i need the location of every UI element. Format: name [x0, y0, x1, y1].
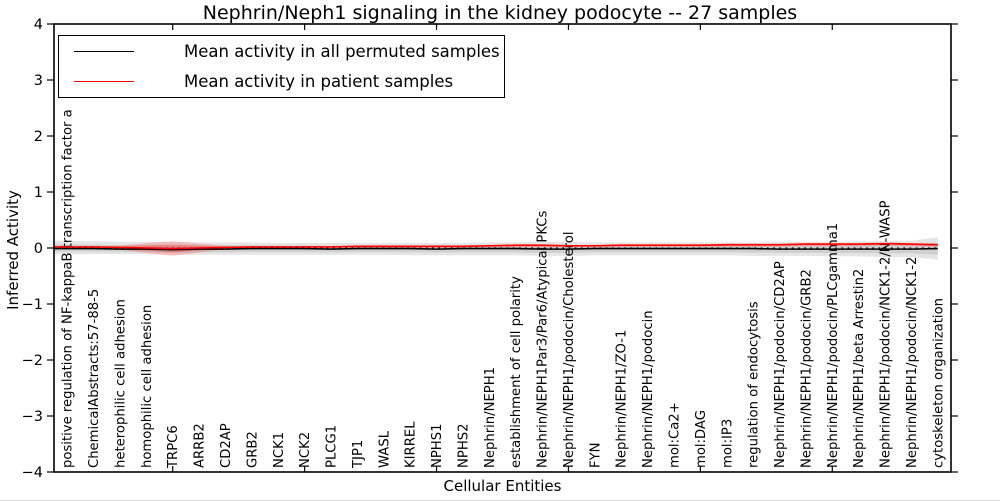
- x-category-label: WASL: [377, 430, 392, 468]
- x-axis-label: Cellular Entities: [443, 477, 562, 495]
- x-category-label: Nephrin/NEPH1/beta Arrestin2: [852, 269, 867, 468]
- legend-item-patient: Mean activity in patient samples: [59, 67, 504, 97]
- x-category-label: Nephrin/NEPH1/podocin/PLCgamma1: [826, 223, 841, 468]
- x-category-label: mol:DAG: [694, 410, 709, 468]
- x-category-label: PLCG1: [325, 425, 340, 468]
- y-axis-label: Inferred Activity: [4, 190, 22, 310]
- x-category-label: FYN: [588, 442, 603, 468]
- legend-label: Mean activity in patient samples: [184, 72, 454, 92]
- legend-label: Mean activity in all permuted samples: [184, 41, 500, 61]
- x-category-label: NCK2: [298, 432, 313, 468]
- x-category-label: ChemicalAbstracts:57-88-5: [87, 289, 102, 468]
- x-category-label: positive regulation of NF-kappaB transcr…: [61, 109, 76, 468]
- x-category-label: ARRB2: [193, 423, 208, 468]
- y-tick-label: 2: [34, 129, 43, 145]
- x-category-label: heterophilic cell adhesion: [113, 299, 128, 468]
- x-category-label: Nephrin/NEPH1/podocin/NCK1-2/N-WASP: [879, 200, 894, 468]
- y-tick-label: 4: [34, 17, 43, 33]
- series-line-permuted: [54, 247, 938, 251]
- x-category-label: mol:Ca2+: [667, 402, 682, 468]
- series-line-patient: [54, 242, 938, 250]
- y-tick-label: 3: [34, 73, 43, 89]
- x-category-label: CD2AP: [219, 423, 234, 468]
- y-tick-label: −1: [22, 297, 43, 313]
- x-category-label: mol:IP3: [720, 419, 735, 468]
- x-category-label: Nephrin/NEPH1Par3/Par6/Atypical PKCs: [536, 210, 551, 468]
- x-category-label: NCK1: [272, 432, 287, 468]
- chart-title: Nephrin/Neph1 signaling in the kidney po…: [202, 2, 798, 24]
- x-category-label: GRB2: [245, 431, 260, 468]
- x-category-label: establishment of cell polarity: [509, 276, 524, 468]
- x-category-label: Nephrin/NEPH1/podocin: [641, 310, 656, 468]
- x-category-label: Nephrin/NEPH1/podocin/NCK1-2: [905, 257, 920, 468]
- y-tick-label: 1: [34, 185, 43, 201]
- x-category-label: Nephrin/NEPH1/podocin/GRB2: [799, 269, 814, 468]
- x-category-label: KIRREL: [404, 421, 419, 468]
- y-tick-label: −4: [22, 465, 43, 481]
- permuted-line-swatch: [74, 50, 134, 52]
- y-tick-label: −2: [22, 353, 43, 369]
- x-category-label: Nephrin/NEPH1/podocin/Cholesterol: [562, 231, 577, 468]
- patient-line-swatch: [74, 81, 134, 83]
- legend: Mean activity in all permuted samples Me…: [58, 35, 505, 98]
- y-tick-label: −3: [22, 409, 43, 425]
- x-category-label: TJP1: [351, 440, 366, 469]
- legend-item-permuted: Mean activity in all permuted samples: [59, 36, 504, 66]
- x-category-label: cytoskeleton organization: [931, 298, 946, 468]
- x-category-label: Nephrin/NEPH1: [483, 367, 498, 468]
- x-category-label: Nephrin/NEPH1/ZO-1: [615, 330, 630, 468]
- y-tick-label: 0: [34, 241, 43, 257]
- x-category-label: NPHS2: [456, 424, 471, 469]
- x-category-label: NPHS1: [430, 424, 445, 469]
- x-category-label: TRPC6: [166, 425, 181, 469]
- x-category-label: homophilic cell adhesion: [140, 305, 155, 468]
- x-category-label: regulation of endocytosis: [747, 301, 762, 468]
- x-category-label: Nephrin/NEPH1/podocin/CD2AP: [773, 261, 788, 468]
